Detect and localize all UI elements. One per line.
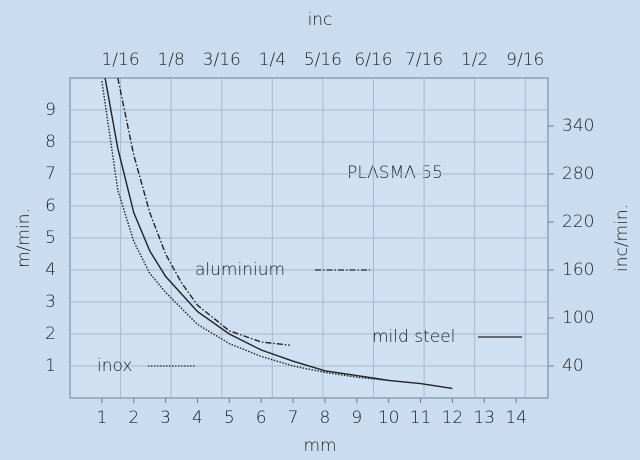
x2-tick-label: 1/16 bbox=[101, 50, 139, 70]
x-tick-label: 3 bbox=[160, 408, 171, 428]
x2-tick-label: 1/8 bbox=[157, 50, 184, 70]
y-tick-label: 8 bbox=[45, 132, 56, 152]
annotation: PLASMA 55 bbox=[347, 163, 443, 183]
legend-label: inox bbox=[97, 356, 132, 376]
y2-tick-label: 40 bbox=[562, 356, 584, 376]
y-tick-label: 5 bbox=[45, 228, 56, 248]
y-tick-label: 4 bbox=[45, 260, 56, 280]
y2-tick-label: 160 bbox=[562, 260, 594, 280]
x-tick-label: 12 bbox=[442, 408, 464, 428]
x-tick-label: 5 bbox=[224, 408, 235, 428]
x-tick-label: 11 bbox=[410, 408, 432, 428]
y2-axis-label: inc/min. bbox=[612, 204, 632, 272]
x-tick-label: 9 bbox=[351, 408, 362, 428]
x2-tick-label: 6/16 bbox=[354, 50, 392, 70]
legend-label: mild steel bbox=[372, 327, 455, 347]
x-tick-label: 10 bbox=[378, 408, 400, 428]
x-tick-label: 1 bbox=[96, 408, 107, 428]
y-tick-label: 2 bbox=[45, 324, 56, 344]
y2-tick-label: 220 bbox=[562, 212, 594, 232]
y-tick-label: 9 bbox=[45, 100, 56, 120]
y2-tick-label: 280 bbox=[562, 164, 594, 184]
x2-tick-label: 9/16 bbox=[506, 50, 544, 70]
x2-tick-label: 1/4 bbox=[259, 50, 286, 70]
x2-tick-label: 1/2 bbox=[461, 50, 488, 70]
x-tick-label: 8 bbox=[320, 408, 331, 428]
x2-axis-label: inc bbox=[308, 10, 333, 30]
x2-tick-label: 7/16 bbox=[405, 50, 443, 70]
page: {"chart_data": { "type": "line", "annota… bbox=[0, 0, 640, 460]
chart: inc mm m/min. inc/min. PLASMA 55 1234567… bbox=[0, 0, 640, 460]
y-axis-label: m/min. bbox=[14, 208, 34, 268]
x-tick-label: 7 bbox=[288, 408, 299, 428]
x-tick-label: 4 bbox=[192, 408, 203, 428]
y-tick-label: 6 bbox=[45, 196, 56, 216]
y2-tick-label: 100 bbox=[562, 308, 594, 328]
x2-tick-label: 5/16 bbox=[304, 50, 342, 70]
x-tick-label: 6 bbox=[256, 408, 267, 428]
x-tick-label: 14 bbox=[505, 408, 527, 428]
y-tick-label: 3 bbox=[45, 292, 56, 312]
legend-label: aluminium bbox=[195, 260, 285, 280]
x-tick-label: 2 bbox=[128, 408, 139, 428]
x-axis-label: mm bbox=[303, 436, 336, 456]
y-tick-label: 1 bbox=[45, 356, 56, 376]
x-tick-label: 13 bbox=[473, 408, 495, 428]
y2-tick-label: 340 bbox=[562, 116, 594, 136]
y-tick-label: 7 bbox=[45, 164, 56, 184]
x2-tick-label: 3/16 bbox=[203, 50, 241, 70]
